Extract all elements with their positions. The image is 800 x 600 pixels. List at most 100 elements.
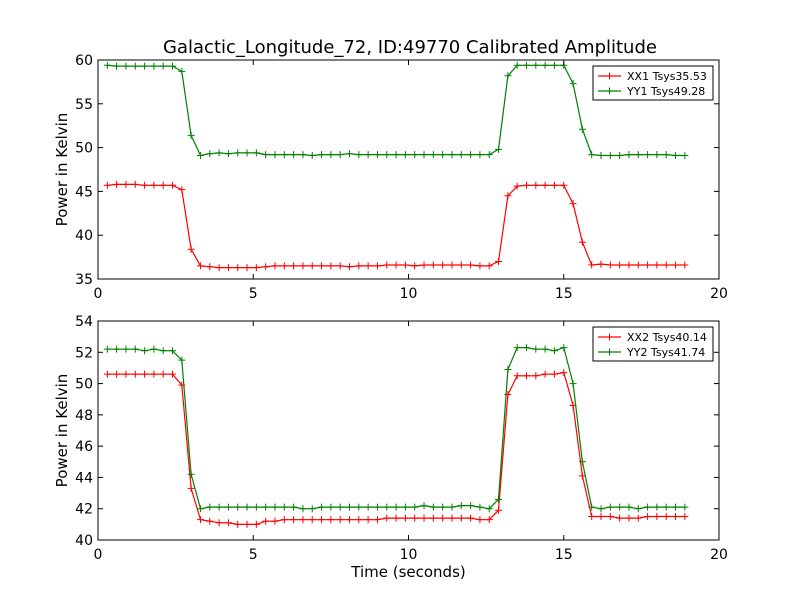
panel-2-series-1-point [290,516,298,524]
panel-2-xtick-label: 20 [710,547,728,563]
panel-2-series-1-point [150,370,158,378]
panel-2-series-1-point [103,370,111,378]
panel-2-series-1-point [336,516,344,524]
panel-1-series-2-point [336,151,344,159]
panel-1-series-2-point [476,151,484,159]
panel-1-series-1-point [448,261,456,269]
panel-1-legend-label: YY1 Tsys49.28 [626,85,705,98]
panel-1-series-2-point [504,72,512,80]
panel-1-series-2-point [616,151,624,159]
panel-1-series-1-point [336,262,344,270]
panel-1-series-1-point [550,181,558,189]
panel-2-series-2-point [597,505,605,513]
panel-2-series-2-point [243,503,251,511]
panel-2-series-2-point [495,495,503,503]
panel-2-xlabel: Time (seconds) [350,563,466,581]
panel-2-series-2-point [644,503,652,511]
panel-2-series-1-point [401,514,409,522]
panel-1-series-2-point [290,151,298,159]
panel-2-series-2-point [187,470,195,478]
panel-1-series-1-point [178,186,186,194]
panel-2-series-1-point [355,516,363,524]
panel-2-series-1-point [662,513,670,521]
panel-1-xtick-label: 0 [94,286,103,302]
panel-1-series-2-point [280,151,288,159]
panel-2-series-2-point [625,503,633,511]
panel-2-series-2-point [299,505,307,513]
panel-2-series-2-point [224,503,232,511]
panel-1-series-1-point [103,181,111,189]
panel-1-series-2-point [383,151,391,159]
panel-2-series-1-point [439,514,447,522]
panel-2-series-1-point [327,516,335,524]
panel-2-series-2-point [178,356,186,364]
panel-1-series-2-point [308,151,316,159]
panel-2-series-2-point [252,503,260,511]
panel-2-series-2-point [606,503,614,511]
panel-1-series-1-point [224,264,232,272]
panel-1-series-2-point [672,151,680,159]
panel-2-series-1-point [485,516,493,524]
panel-2-series-1-point [420,514,428,522]
panel-1-series-1-point [569,200,577,208]
panel-2-series-1-point [467,514,475,522]
panel-1-series-2-point [262,151,270,159]
panel-1-series-1-point [401,261,409,269]
panel-1-series-1-point [234,264,242,272]
panel-1-series-2-point [299,151,307,159]
panel-1-series-2-point [243,149,251,157]
panel-1-series-1-point [169,181,177,189]
panel-1-ytick-label: 60 [75,53,93,69]
panel-1-series-1-point [457,261,465,269]
panel-1-series-1-point [495,257,503,265]
panel-1-legend-marker [606,87,613,95]
panel-1-series-1-point [485,262,493,270]
panel-2-series-2-point [131,345,139,353]
panel-1-series-2-point [448,151,456,159]
panel-1-xtick-label: 20 [710,286,728,302]
panel-2-series-1-point [234,520,242,528]
panel-1-ytick-label: 55 [75,97,93,113]
panel-1-series-2-point [439,151,447,159]
panel-1-series-1-point [522,181,530,189]
panel-2-series-1-point [522,372,530,380]
panel-2-series-2-point [476,503,484,511]
panel-2-series-1-point [448,514,456,522]
panel-1-series-1-point [625,261,633,269]
panel-2-ytick-label: 40 [75,533,93,549]
panel-2-series-2-point [206,503,214,511]
panel-2-series-1-point [215,519,223,527]
panel-2-series-2-point [550,347,558,355]
panel-2-series-1-point [541,370,549,378]
panel-1-series-1-point [504,192,512,200]
panel-1-series-2-point [644,151,652,159]
panel-2-series-2-point [355,503,363,511]
panel-2-xtick-label: 15 [555,547,573,563]
panel-2-series-2-point [522,344,530,352]
panel-2-series-1-point [644,513,652,521]
panel-2-series-1-point [113,370,121,378]
panel-2-series-2-point [411,503,419,511]
panel-1-series-2-point [420,151,428,159]
panel-1-series-2-point [224,150,232,158]
panel-1-series-1-point [299,262,307,270]
panel-1-series-2-point [411,151,419,159]
panel-1-series-2-point [401,151,409,159]
panel-2-series-1-point [429,514,437,522]
panel-1-series-2-point [485,151,493,159]
panel-1-series-1-point [346,263,354,271]
panel-2-series-2-point [327,503,335,511]
panel-1-ytick-label: 35 [75,272,93,288]
panel-2-series-2-point [346,503,354,511]
panel-1-series-2-point [653,151,661,159]
panel-1-series-2-point [681,151,689,159]
panel-1-series-1-point [271,262,279,270]
panel-2-series-2-point [672,503,680,511]
panel-2-series-2-point [467,502,475,510]
panel-1-series-2-point [588,151,596,159]
panel-2-series-1-point [159,370,167,378]
panel-2-series-2 [103,344,689,513]
panel-1-legend-box [592,65,714,101]
panel-1-series-1-point [187,245,195,253]
